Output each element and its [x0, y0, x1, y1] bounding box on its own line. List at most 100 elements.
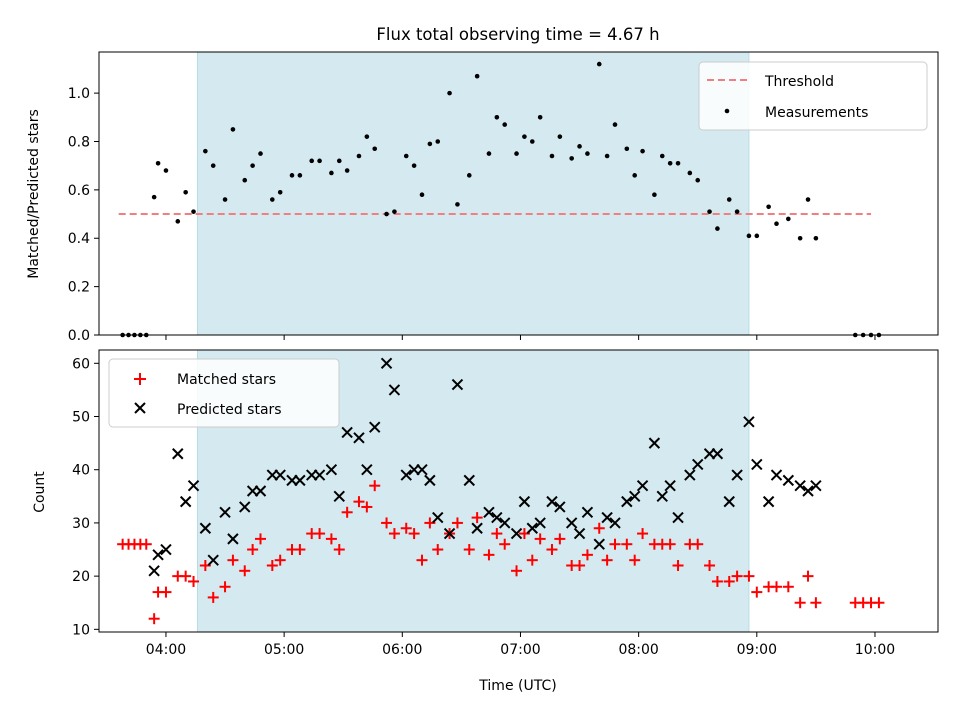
matched-star-point: [704, 559, 716, 571]
matched-star-point: [381, 517, 393, 529]
matched-star-point: [629, 554, 641, 566]
bottom-y-tick-label: 60: [72, 356, 90, 372]
matched-star-point: [207, 591, 219, 603]
x-tick-label: 04:00: [146, 642, 186, 658]
matched-star-point: [388, 528, 400, 540]
predicted-star-point: [432, 511, 444, 524]
measurement-point: [344, 168, 350, 173]
predicted-star-point: [762, 495, 775, 508]
measurement-point: [230, 127, 236, 132]
matched-star-point: [160, 586, 172, 598]
matched-star-point: [408, 528, 420, 540]
measurement-point: [612, 122, 618, 127]
matched-star-point: [483, 549, 495, 561]
matched-star-point: [794, 597, 806, 609]
measurement-point: [270, 197, 275, 202]
matched-star-point: [353, 496, 365, 508]
matched-star-point: [609, 538, 621, 550]
predicted-star-point: [491, 511, 503, 524]
measurement-point: [372, 146, 378, 152]
predicted-star-point: [510, 527, 523, 540]
measurement-point: [687, 170, 693, 176]
matched-star-point: [180, 570, 192, 582]
measurement-point: [466, 173, 472, 178]
legend-matched-label: Matched stars: [177, 372, 276, 388]
predicted-star-point: [227, 533, 239, 545]
measurement-point: [537, 115, 543, 120]
predicted-star-point: [692, 458, 704, 471]
matched-star-point: [554, 533, 566, 545]
predicted-star-point: [172, 448, 184, 460]
top-shaded-span: [196, 51, 750, 336]
x-axis-label: Time (UTC): [478, 678, 556, 694]
predicted-star-point: [219, 506, 231, 518]
x-tick-label: 05:00: [264, 642, 304, 658]
predicted-star-point: [199, 522, 212, 534]
predicted-star-point: [664, 479, 676, 492]
predicted-star-point: [782, 474, 795, 487]
predicted-star-point: [463, 474, 475, 487]
legend-measurements-swatch: [724, 108, 730, 114]
matched-star-point: [471, 512, 483, 524]
measurement-point: [549, 153, 555, 159]
measurement-point: [805, 197, 811, 202]
bottom-plot-frame: [98, 349, 939, 633]
predicted-star-point: [581, 506, 594, 518]
predicted-star-point: [794, 479, 806, 492]
predicted-star-point: [534, 517, 546, 529]
matched-star-point: [148, 613, 160, 625]
predicted-star-point: [294, 474, 306, 487]
predicted-star-point: [254, 485, 267, 497]
predicted-star-point: [621, 495, 633, 508]
measurement-point: [356, 153, 362, 159]
predicted-star-point: [601, 511, 613, 524]
bottom-y-tick-label: 20: [72, 569, 90, 585]
predicted-star-point: [361, 464, 373, 476]
matched-star-point: [140, 538, 152, 550]
matched-star-point: [416, 554, 428, 566]
predicted-star-point: [684, 469, 696, 481]
predicted-star-point: [443, 527, 456, 540]
measurement-point: [502, 122, 508, 127]
measurement-point: [191, 209, 196, 214]
predicted-star-point: [711, 448, 724, 460]
predicted-star-point: [609, 517, 621, 529]
measurement-point: [258, 151, 263, 156]
measurement-point: [813, 235, 819, 241]
predicted-star-point: [369, 421, 381, 433]
measurement-point: [522, 134, 527, 139]
measurement-point: [596, 61, 602, 67]
predicted-star-point: [573, 527, 586, 540]
predicted-star-point: [656, 490, 668, 503]
predicted-star-point: [207, 554, 219, 566]
matched-star-point: [188, 575, 200, 587]
measurement-point: [435, 139, 441, 144]
measurement-point: [494, 115, 500, 120]
matched-star-point: [219, 581, 231, 593]
matched-star-point: [743, 570, 755, 582]
matched-star-point: [526, 554, 538, 566]
predicted-star-point: [546, 495, 558, 508]
measurement-point: [577, 144, 582, 149]
predicted-star-point: [424, 474, 436, 487]
predicted-star-point: [636, 479, 649, 492]
measurement-point: [175, 219, 181, 224]
matched-star-point: [621, 538, 633, 550]
top-y-tick-label: 0.2: [68, 280, 90, 296]
predicted-star-point: [451, 378, 464, 391]
measurement-point: [455, 202, 460, 207]
measurement-point: [640, 148, 645, 154]
predicted-star-point: [325, 464, 338, 476]
measurement-point: [309, 158, 315, 164]
x-tick-label: 07:00: [500, 642, 540, 658]
matched-star-point: [637, 528, 649, 540]
matched-star-point: [294, 544, 306, 556]
matched-star-point: [432, 544, 444, 556]
measurement-point: [585, 151, 590, 156]
matched-star-point: [546, 544, 558, 556]
top-y-tick-label: 1.0: [68, 86, 90, 102]
top-plot-frame: [98, 51, 939, 336]
predicted-star-point: [499, 517, 511, 529]
bottom-y-tick-label: 50: [72, 410, 90, 426]
measurement-point: [222, 197, 228, 202]
